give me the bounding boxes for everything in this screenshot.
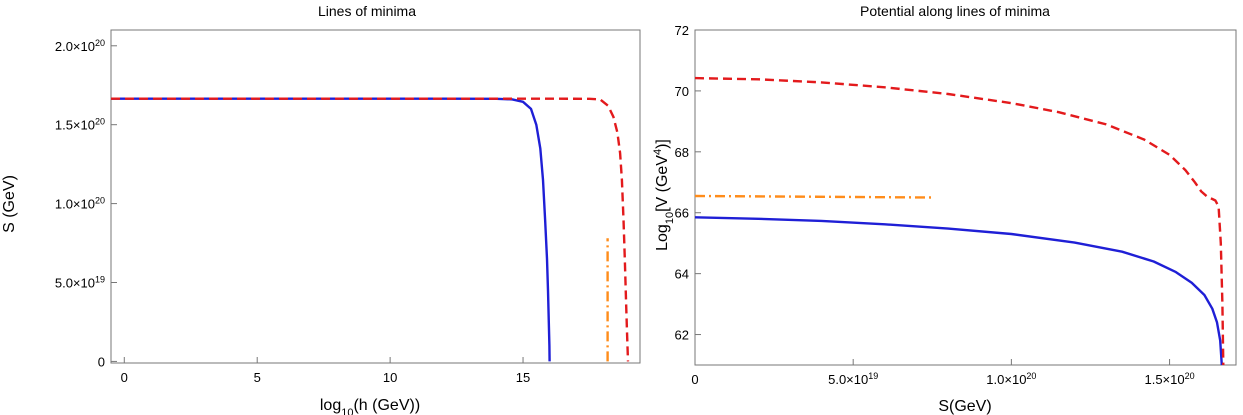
chart-right-x-tick-label: 5.0×1019 xyxy=(828,371,878,387)
chart-left-series-line-solid xyxy=(111,97,551,362)
chart-right-y-axis-label: Log10[V (GeV4)] xyxy=(652,139,676,251)
chart-left-plot-frame xyxy=(110,29,641,364)
chart-left-y-tick-label: 2.0×1020 xyxy=(55,38,105,54)
chart-right-y-tick-label: 72 xyxy=(675,23,689,38)
chart-left-y-tick-label: 5.0×1019 xyxy=(55,275,105,291)
chart-right-ticks: 0 5.0×1019 1.0×1020 1.5×1020 62 64 66 68 70 72 xyxy=(675,23,1195,387)
chart-left-x-axis-label: log10(h (GeV)) xyxy=(320,397,420,415)
chart-left-y-axis-label: S (GeV) xyxy=(1,175,18,233)
chart-left-ticks: 0 5 10 15 0 5.0×1019 1.0×1020 1.5×1020 2.0×1020 xyxy=(55,38,530,385)
chart-left-series-line-dashed xyxy=(111,97,630,362)
chart-right-title: Potential along lines of minima xyxy=(860,3,1050,19)
chart-right-y-tick-label: 68 xyxy=(675,145,689,160)
chart-left-x-tick-label: 10 xyxy=(383,370,397,385)
chart-left-y-tick-label: 0 xyxy=(98,354,105,369)
chart-left-series xyxy=(111,97,630,362)
chart-right-plot-frame xyxy=(694,29,1237,366)
chart-right-y-tick-label: 66 xyxy=(675,206,689,221)
chart-left-x-tick-label: 5 xyxy=(254,370,261,385)
chart-left-x-tick-label: 0 xyxy=(121,370,128,385)
chart-right-series xyxy=(694,76,1225,366)
chart-left-x-tick-label: 15 xyxy=(516,370,530,385)
chart-right-x-tick-label: 1.5×1020 xyxy=(1144,371,1194,387)
chart-right-series-line-solid xyxy=(694,216,1223,366)
chart-right: Potential along lines of minima 0 5.0×101… xyxy=(652,3,1237,415)
chart-left-title: Lines of minima xyxy=(318,3,416,19)
chart-left-y-tick-label: 1.0×1020 xyxy=(55,196,105,212)
chart-right-x-tick-label: 1.0×1020 xyxy=(986,371,1036,387)
chart-right-y-tick-label: 64 xyxy=(675,267,689,282)
chart-right-series-line-dashdot xyxy=(694,194,933,199)
chart-right-y-tick-label: 70 xyxy=(675,84,689,99)
chart-left: Lines of minima 0 5 10 15 0 5.0×1019 1.0×1020 1… xyxy=(1,3,641,415)
chart-right-x-axis-label: S(GeV) xyxy=(938,398,991,415)
chart-right-series-line-dashed xyxy=(694,76,1225,366)
chart-right-x-tick-label: 0 xyxy=(691,372,698,387)
chart-right-y-tick-label: 62 xyxy=(675,328,689,343)
chart-left-y-tick-label: 1.5×1020 xyxy=(55,117,105,133)
